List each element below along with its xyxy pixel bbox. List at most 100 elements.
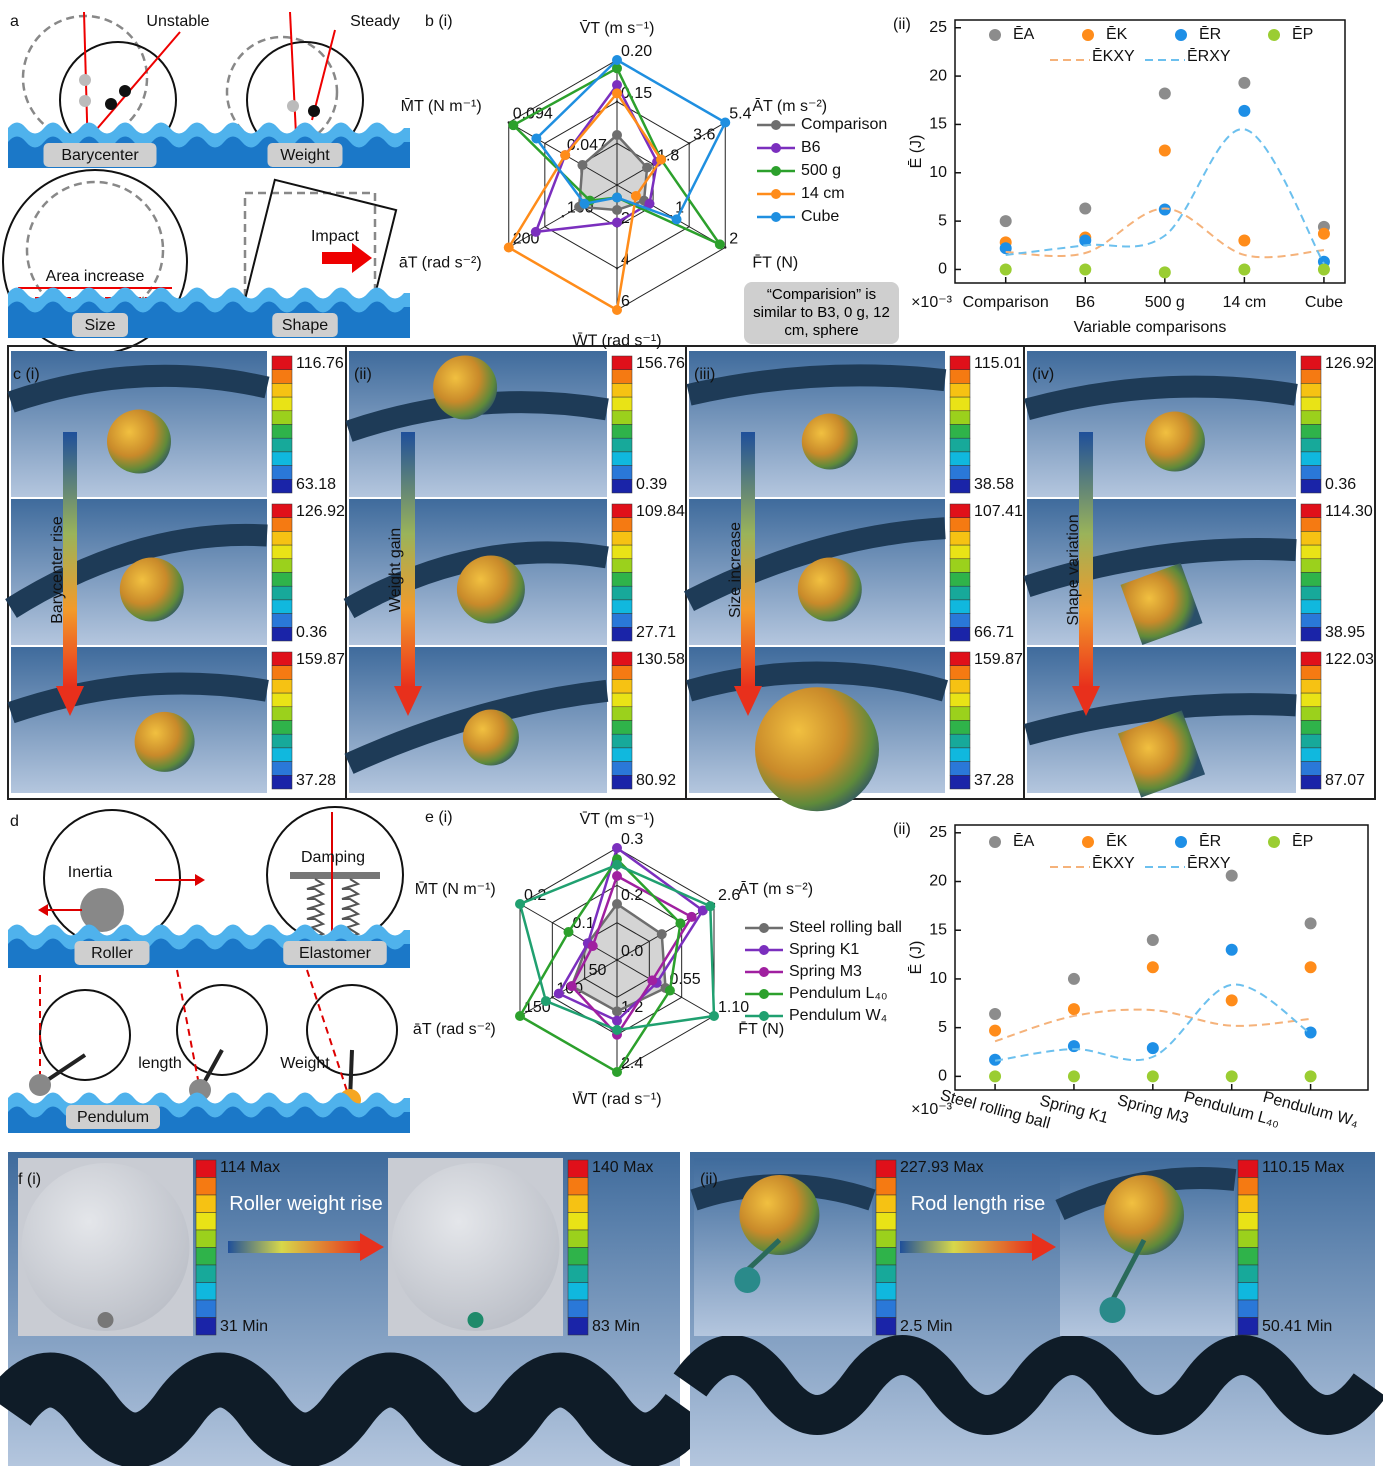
mass-dot [287, 100, 299, 112]
panel-label: c (i) [13, 366, 40, 383]
colorbar-cell [1238, 1318, 1258, 1336]
scatter-point [1305, 1070, 1317, 1082]
colorbar-cell [950, 586, 970, 600]
mass-dot [79, 74, 91, 86]
axis-label: W̄T (rad s⁻¹) [572, 1091, 661, 1108]
box-label: Shape [282, 317, 328, 334]
axis-label: F̄T (N) [752, 254, 798, 271]
radar-point [612, 205, 622, 215]
colorbar-cell [1301, 425, 1321, 439]
colorbar-cell [568, 1300, 588, 1318]
colorbar-cell [196, 1318, 216, 1336]
tick-label: 5.4 [729, 106, 751, 123]
x-tick-label: B6 [1075, 294, 1095, 311]
mass-dot [119, 85, 131, 97]
radar-point [560, 150, 570, 160]
colorbar-cell [950, 679, 970, 693]
colorbar-min: 50.41 Min [1262, 1318, 1332, 1335]
legend-label: ĒR [1199, 25, 1221, 43]
colorbar-min: 37.28 [974, 772, 1014, 789]
trend-label: Rod length rise [900, 1193, 1056, 1215]
colorbar-cell [1238, 1178, 1258, 1196]
scatter-point [1159, 266, 1171, 278]
scatter-point [1318, 263, 1330, 275]
axis-label: W̄T (rad s⁻¹) [572, 332, 661, 349]
colorbar-cell [1301, 762, 1321, 776]
colorbar-cell [1301, 452, 1321, 466]
radar-point [675, 918, 685, 928]
tick-mark [616, 959, 618, 961]
colorbar-cell [272, 762, 292, 776]
colorbar-cell [272, 775, 292, 789]
radar-point [588, 941, 598, 951]
colorbar-cell [876, 1178, 896, 1196]
x-tick-label: 14 cm [1223, 294, 1267, 311]
colorbar-cell [1301, 383, 1321, 397]
y-tick-label: 15 [929, 921, 947, 938]
scatter-point [1226, 944, 1238, 956]
y-axis-label: Ē (J) [907, 941, 925, 975]
scatter-point [1147, 1042, 1159, 1054]
legend-marker [759, 967, 769, 977]
colorbar-cell [612, 452, 632, 466]
colorbar-cell [950, 666, 970, 680]
colorbar-cell [612, 383, 632, 397]
colorbar-cell [272, 627, 292, 641]
mass-dot [105, 98, 117, 110]
colorbar-cell [1301, 397, 1321, 411]
colorbar-min: 87.07 [1325, 772, 1365, 789]
colorbar-cell [272, 411, 292, 425]
axis-label: āT (rad s⁻²) [413, 1021, 496, 1038]
colorbar-cell [876, 1195, 896, 1213]
y-tick-label: 5 [938, 1019, 947, 1036]
scatter-point [1238, 77, 1250, 89]
colorbar-cell [196, 1230, 216, 1248]
scatter-point [989, 1025, 1001, 1037]
colorbar-cell [612, 693, 632, 707]
radar-point [612, 130, 622, 140]
radar-point [515, 899, 525, 909]
radar-point [715, 239, 725, 249]
colorbar-cell [612, 762, 632, 776]
trend-label: Barycenter rise [49, 516, 66, 624]
sim-ball [135, 712, 195, 772]
colorbar-cell [950, 356, 970, 370]
legend-label: ĒA [1013, 25, 1035, 43]
colorbar-cell [1301, 438, 1321, 452]
legend-label: ĒKXY [1092, 854, 1135, 872]
tick-label: 3.6 [693, 127, 715, 144]
radar-point [665, 986, 675, 996]
radar-point [577, 160, 587, 170]
damper-plate [290, 872, 380, 879]
legend-marker [759, 1011, 769, 1021]
colorbar-cell [612, 666, 632, 680]
colorbar-cell [1301, 693, 1321, 707]
scatter-point [1305, 917, 1317, 929]
scatter-point [989, 1070, 1001, 1082]
colorbar-min: 66.71 [974, 624, 1014, 641]
scatter-point [1068, 1070, 1080, 1082]
note-label: Damping [301, 849, 365, 866]
legend-marker [1082, 836, 1094, 848]
colorbar-cell [1238, 1230, 1258, 1248]
colorbar-cell [950, 652, 970, 666]
colorbar-min: 37.28 [296, 772, 336, 789]
sim-ball [463, 710, 519, 766]
tick-label: 0.55 [669, 971, 700, 988]
colorbar-cell [272, 748, 292, 762]
radar-point [612, 860, 622, 870]
colorbar-cell [950, 693, 970, 707]
colorbar-cell [950, 411, 970, 425]
colorbar-cell [950, 721, 970, 735]
colorbar-cell [950, 707, 970, 721]
radar-point [612, 218, 622, 228]
colorbar-cell [272, 734, 292, 748]
legend-marker [771, 189, 781, 199]
radar-point [541, 996, 551, 1006]
colorbar-cell [950, 762, 970, 776]
colorbar-max: 156.76 [636, 355, 685, 372]
colorbar-cell [272, 479, 292, 493]
panel-label: f (i) [18, 1171, 41, 1188]
colorbar-cell [1301, 411, 1321, 425]
box-label: Elastomer [299, 945, 372, 962]
